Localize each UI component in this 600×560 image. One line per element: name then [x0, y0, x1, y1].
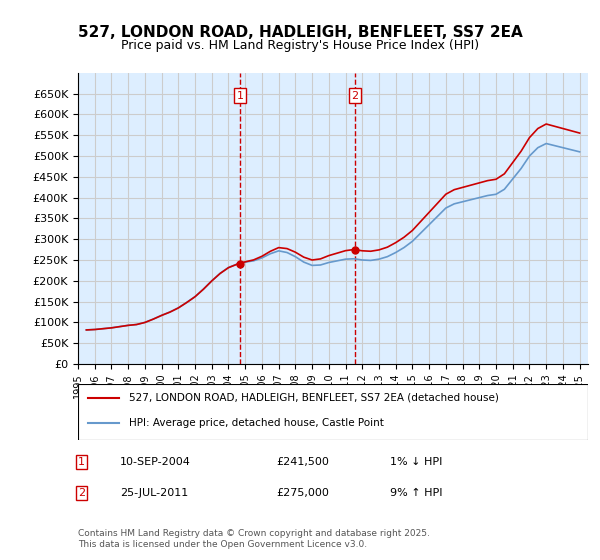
Text: Contains HM Land Registry data © Crown copyright and database right 2025.
This d: Contains HM Land Registry data © Crown c… [78, 529, 430, 549]
Text: 1: 1 [236, 91, 244, 101]
Text: 527, LONDON ROAD, HADLEIGH, BENFLEET, SS7 2EA (detached house): 527, LONDON ROAD, HADLEIGH, BENFLEET, SS… [129, 393, 499, 403]
Text: HPI: Average price, detached house, Castle Point: HPI: Average price, detached house, Cast… [129, 418, 384, 428]
Text: 527, LONDON ROAD, HADLEIGH, BENFLEET, SS7 2EA: 527, LONDON ROAD, HADLEIGH, BENFLEET, SS… [77, 25, 523, 40]
Text: 1: 1 [78, 457, 85, 467]
Text: Price paid vs. HM Land Registry's House Price Index (HPI): Price paid vs. HM Land Registry's House … [121, 39, 479, 52]
Text: 1% ↓ HPI: 1% ↓ HPI [390, 457, 442, 467]
Text: £275,000: £275,000 [276, 488, 329, 498]
Text: 10-SEP-2004: 10-SEP-2004 [120, 457, 191, 467]
Text: £241,500: £241,500 [276, 457, 329, 467]
FancyBboxPatch shape [78, 384, 588, 440]
Text: 25-JUL-2011: 25-JUL-2011 [120, 488, 188, 498]
Text: 2: 2 [352, 91, 358, 101]
Text: 2: 2 [78, 488, 85, 498]
Text: 9% ↑ HPI: 9% ↑ HPI [390, 488, 443, 498]
